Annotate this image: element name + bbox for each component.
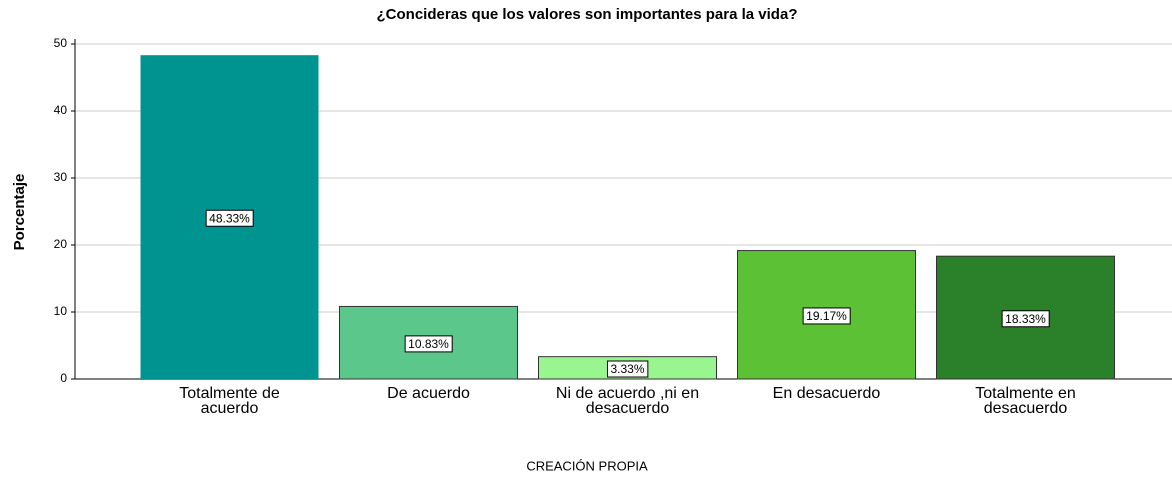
chart-title: ¿Concideras que los valores son importan… — [377, 6, 798, 23]
y-tick-label: 20 — [54, 237, 68, 251]
value-label: 3.33% — [610, 362, 644, 376]
value-label: 48.33% — [209, 211, 250, 225]
value-label-box — [404, 335, 453, 353]
y-tick-label: 10 — [54, 304, 68, 318]
value-label-box — [606, 360, 649, 378]
footer: CREACIÓN PROPIA — [526, 458, 648, 473]
y-axis-label: Porcentaje — [11, 174, 28, 251]
y-tick-label: 0 — [60, 371, 67, 385]
value-label-box — [205, 209, 254, 227]
value-label: 10.83% — [408, 337, 449, 351]
x-tick-label: Totalmente de acuerdo — [179, 385, 280, 417]
y-tick-label: 40 — [54, 103, 68, 117]
x-tick-label: En desacuerdo — [772, 385, 881, 402]
y-tick-label: 30 — [54, 170, 68, 184]
value-label-box — [1001, 310, 1050, 328]
x-tick-label: Ni de acuerdo ,ni en desacuerdo — [555, 385, 700, 417]
y-tick-label: 50 — [54, 36, 68, 50]
x-tick-label: Totalmente en desacuerdo — [975, 385, 1076, 417]
value-label: 18.33% — [1005, 312, 1046, 326]
value-label: 19.17% — [806, 309, 847, 323]
x-tick-label: De acuerdo — [387, 385, 470, 402]
value-label-box — [802, 307, 851, 325]
